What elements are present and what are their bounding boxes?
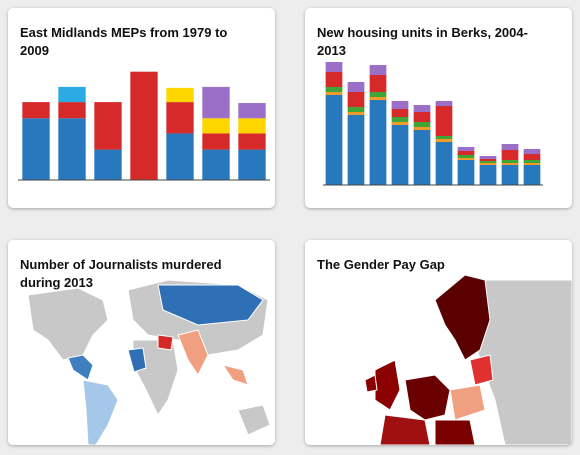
bar-segment <box>94 149 122 180</box>
bar-segment <box>22 102 50 119</box>
bar-segment <box>523 165 541 185</box>
bar-segment <box>391 125 409 185</box>
bar-segment <box>347 92 365 107</box>
bar-segment <box>413 130 431 185</box>
bar-segment <box>501 160 519 163</box>
bar-segment <box>479 161 497 163</box>
bar-segment <box>369 100 387 185</box>
bar-segment <box>457 160 475 185</box>
bar-segment <box>58 86 86 103</box>
bar-segment <box>347 107 365 112</box>
map-card[interactable]: The Gender Pay Gap <box>305 240 572 445</box>
bar-segment <box>523 149 541 154</box>
bar-segment <box>435 101 453 106</box>
card-title: The Gender Pay Gap <box>317 257 445 272</box>
bar-segment <box>238 118 266 134</box>
bar-segment <box>457 158 475 160</box>
chart-card[interactable]: New housing units in Berks, 2004-2013 <box>305 8 572 208</box>
bar-segment <box>238 103 266 119</box>
chart <box>18 71 270 181</box>
bar-segment <box>391 109 409 117</box>
bar-segment <box>457 147 475 151</box>
bar-segment <box>369 75 387 92</box>
bar-segment <box>325 95 343 185</box>
bar-segment <box>347 82 365 92</box>
bar-segment <box>501 163 519 165</box>
bar-segment <box>391 101 409 109</box>
bar-segment <box>369 65 387 75</box>
bar-segment <box>238 149 266 180</box>
bar-segment <box>523 160 541 163</box>
chart <box>323 62 543 186</box>
bar-segment <box>435 139 453 142</box>
card-title: Number of Journalists murdered during 20… <box>20 257 222 290</box>
card-title: East Midlands MEPs from 1979 to 2009 <box>20 25 228 58</box>
bar-segment <box>413 112 431 122</box>
bar-segment <box>391 122 409 125</box>
bar-segment <box>325 72 343 87</box>
bar-segment <box>325 62 343 72</box>
bar-segment <box>58 102 86 119</box>
bar-segment <box>202 118 230 134</box>
bar-segment <box>325 92 343 95</box>
bar-segment <box>94 102 122 150</box>
bar-segment <box>413 127 431 130</box>
bar-segment <box>202 149 230 180</box>
bar-segment <box>479 156 497 159</box>
bar-segment <box>435 136 453 139</box>
europe-map <box>305 240 572 445</box>
bar-segment <box>347 115 365 185</box>
bar-segment <box>523 154 541 160</box>
bar-segment <box>325 87 343 92</box>
bar-segment <box>166 133 194 180</box>
bar-segment <box>435 142 453 185</box>
world-map <box>8 240 275 445</box>
bar-segment <box>130 71 158 180</box>
bar-segment <box>479 165 497 185</box>
bar-segment <box>501 165 519 185</box>
map-card[interactable]: Number of Journalists murdered during 20… <box>8 240 275 445</box>
bar-segment <box>457 151 475 155</box>
bar-segment <box>58 118 86 180</box>
bar-segment <box>238 133 266 150</box>
bar-segment <box>202 133 230 150</box>
bar-segment <box>369 92 387 97</box>
bar-segment <box>347 112 365 115</box>
bar-segment <box>22 118 50 180</box>
card-title: New housing units in Berks, 2004-2013 <box>317 25 528 58</box>
bar-segment <box>166 102 194 134</box>
chart-card[interactable]: East Midlands MEPs from 1979 to 2009 <box>8 8 275 208</box>
bar-segment <box>369 97 387 100</box>
bar-segment <box>523 163 541 165</box>
bar-segment <box>166 87 194 103</box>
bar-segment <box>479 163 497 165</box>
bar-segment <box>501 150 519 160</box>
bar-segment <box>479 159 497 161</box>
bar-segment <box>391 117 409 122</box>
bar-segment <box>457 155 475 158</box>
bar-segment <box>501 144 519 150</box>
bar-segment <box>413 105 431 112</box>
bar-segment <box>413 122 431 127</box>
bar-segment <box>435 106 453 136</box>
bar-segment <box>202 86 230 119</box>
